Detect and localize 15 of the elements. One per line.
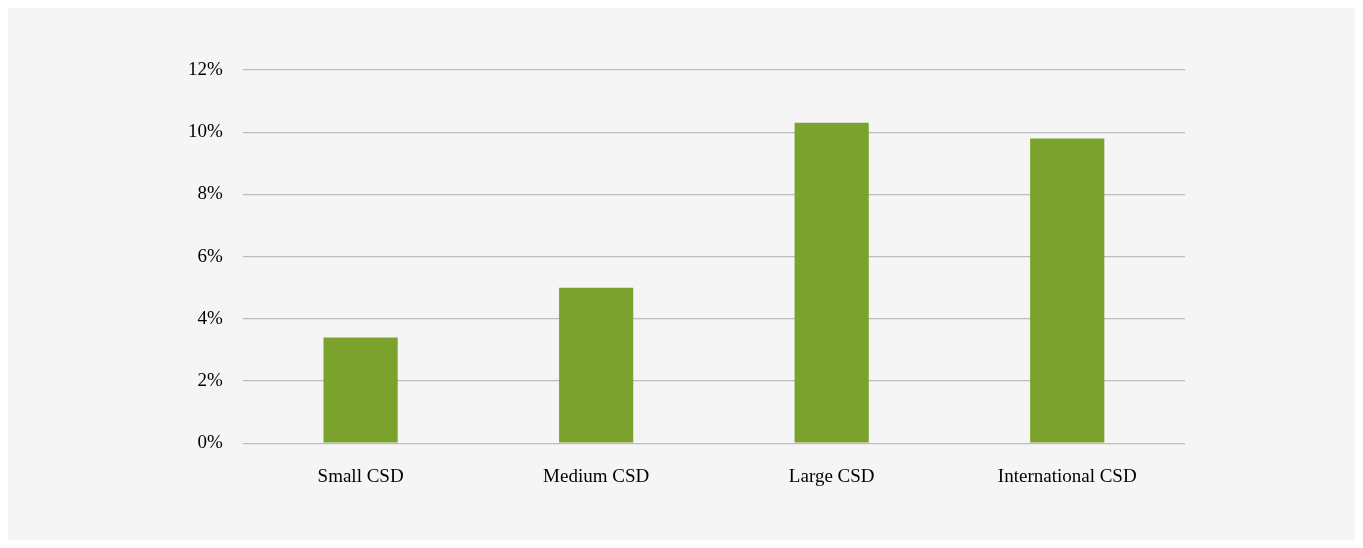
- bar: [323, 337, 398, 443]
- x-tick-label: Large CSD: [788, 464, 875, 486]
- y-tick-label: 8%: [197, 182, 223, 204]
- bar: [559, 287, 634, 443]
- y-tick-label: 10%: [188, 120, 223, 142]
- y-tick-label: 6%: [197, 244, 223, 266]
- bar: [794, 122, 869, 443]
- x-tick-label: International CSD: [997, 464, 1137, 486]
- y-tick-label: 2%: [197, 368, 223, 390]
- x-tick-label: Small CSD: [317, 464, 404, 486]
- y-tick-label: 4%: [197, 306, 223, 328]
- y-tick-label: 12%: [188, 57, 223, 79]
- bar: [1030, 138, 1105, 443]
- x-tick-label: Medium CSD: [543, 464, 650, 486]
- y-tick-label: 0%: [197, 431, 223, 453]
